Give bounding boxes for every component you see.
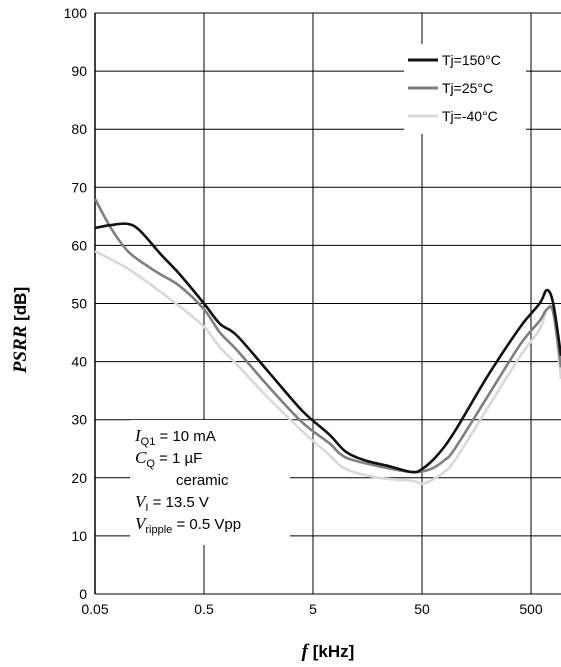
annotation-subscript: ripple <box>145 524 172 536</box>
series-line-1 <box>93 198 561 474</box>
series-group <box>93 198 561 485</box>
annotation-subscript: I <box>145 502 148 514</box>
series-line-2 <box>94 250 561 485</box>
y-tick-label: 50 <box>71 296 87 312</box>
annotation-background <box>130 420 290 545</box>
x-tick-label: 500 <box>519 601 543 617</box>
annotation-symbol: C <box>135 448 147 467</box>
annotation-value: ceramic <box>176 472 229 489</box>
legend-label: Tj=-40°C <box>442 108 498 124</box>
tick-labels: 0 10 20 30 40 50 60 70 80 90 100 0.05 0.5 5 50 500 <box>64 5 543 617</box>
annotation-subscript: Q <box>146 458 155 470</box>
y-tick-label: 0 <box>79 586 87 602</box>
y-axis-unit: [dB] <box>11 287 30 321</box>
series-line-0 <box>94 222 561 474</box>
annotation-value: = 13.5 V <box>148 494 208 511</box>
y-tick-label: 60 <box>71 237 87 253</box>
y-tick-label: 10 <box>71 528 87 544</box>
y-tick-label: 20 <box>71 470 87 486</box>
x-tick-label: 50 <box>414 601 430 617</box>
y-tick-label: 80 <box>71 121 87 137</box>
annotation-value: = 1 µF <box>155 450 202 467</box>
y-axis-symbol: PSRR <box>10 326 31 375</box>
annotation-value: = 10 mA <box>155 428 215 445</box>
y-tick-label: 90 <box>71 63 87 79</box>
y-tick-label: 70 <box>71 179 87 195</box>
annotation-symbol: V <box>135 514 148 533</box>
x-tick-label: 0.5 <box>194 601 214 617</box>
x-axis-unit: [kHz] <box>313 642 355 661</box>
annotation-line: VI = 13.5 V <box>135 492 209 514</box>
legend-label: Tj=150°C <box>442 52 501 68</box>
annotation-line: IQ1 = 10 mA <box>134 426 216 448</box>
y-axis-title: PSRR [dB] <box>10 287 31 374</box>
legend: Tj=150°C Tj=25°C Tj=-40°C <box>404 44 526 134</box>
y-tick-label: 30 <box>71 412 87 428</box>
x-axis-symbol: f <box>302 641 310 662</box>
annotation-value: = 0.5 Vpp <box>172 516 241 533</box>
annotation-symbol: V <box>135 492 148 511</box>
legend-label: Tj=25°C <box>442 80 493 96</box>
x-tick-label: 0.05 <box>81 601 108 617</box>
annotation-symbol: I <box>134 426 142 445</box>
annotation-line: CQ = 1 µF <box>135 448 202 470</box>
x-axis-title: f [kHz] <box>302 641 355 662</box>
y-tick-label: 100 <box>64 5 88 21</box>
x-tick-label: 5 <box>309 601 317 617</box>
annotation-subscript: Q1 <box>141 436 156 448</box>
y-tick-label: 40 <box>71 354 87 370</box>
annotation-line: Vripple = 0.5 Vpp <box>135 514 241 536</box>
annotation-line: ceramic <box>176 472 229 489</box>
